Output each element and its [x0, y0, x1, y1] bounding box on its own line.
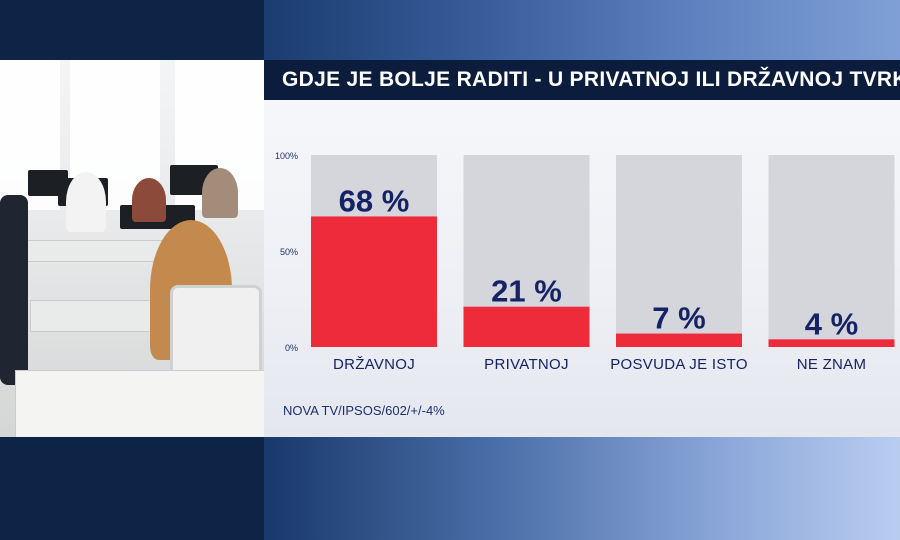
desk [15, 370, 264, 437]
data-label: 7 % [652, 301, 705, 336]
category-labels: DRŽAVNOJ PRIVATNOJ POSVUDA JE ISTO NE ZNAM [333, 356, 866, 373]
person [202, 168, 238, 218]
bars [311, 216, 895, 347]
bar-track [616, 155, 742, 347]
y-tick-label: 100% [275, 151, 298, 161]
data-label: 4 % [805, 306, 858, 341]
title-bar: GDJE JE BOLJE RADITI - U PRIVATNOJ ILI D… [264, 60, 900, 100]
category-label: POSVUDA JE ISTO [610, 356, 748, 373]
person [66, 172, 106, 232]
bottom-left-background [0, 437, 264, 540]
top-left-background [0, 0, 264, 60]
bar [616, 333, 742, 347]
bar [463, 306, 590, 347]
source-note: NOVA TV/IPSOS/602/+/-4% [283, 403, 445, 418]
person [132, 178, 166, 222]
data-label: 68 % [339, 183, 410, 218]
y-tick-label: 50% [280, 247, 298, 257]
desk [10, 240, 172, 262]
value-labels: 68 % 21 % 7 % 4 % [339, 183, 859, 341]
bar-chart: 100% 50% 0% 68 % 21 % 7 % 4 % DRŽAVNOJ PRIVATN… [275, 151, 895, 373]
category-label: PRIVATNOJ [484, 356, 569, 373]
data-label: 21 % [491, 274, 562, 309]
y-axis: 100% 50% 0% [275, 151, 298, 353]
bar [768, 339, 895, 347]
office-photo [0, 60, 264, 437]
chart-title: GDJE JE BOLJE RADITI - U PRIVATNOJ ILI D… [282, 68, 900, 91]
bar-track [768, 155, 895, 347]
y-tick-label: 0% [285, 343, 298, 353]
category-label: NE ZNAM [797, 356, 867, 373]
bar [311, 216, 437, 347]
person [0, 195, 28, 385]
category-label: DRŽAVNOJ [333, 356, 415, 373]
